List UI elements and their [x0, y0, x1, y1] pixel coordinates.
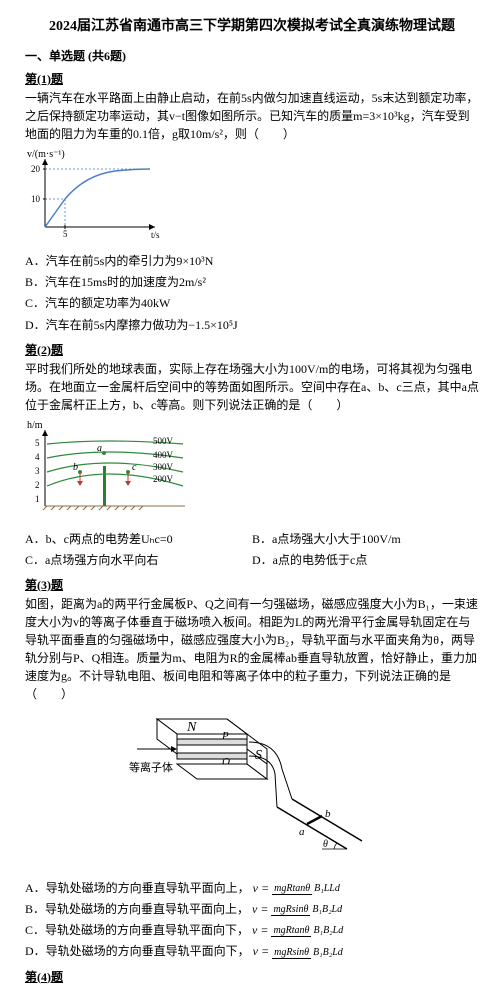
- svg-text:2: 2: [35, 480, 40, 490]
- svg-text:b: b: [325, 808, 331, 820]
- q4-number: 第(4)题: [25, 968, 479, 985]
- svg-text:N: N: [186, 720, 197, 735]
- q2-optD: D．a点的电势低于c点: [252, 551, 479, 568]
- svg-text:P: P: [221, 730, 229, 742]
- q3-options: A．导轨处磁场的方向垂直导轨平面向上， v = mgRtanθB₁LLd B．导…: [25, 879, 479, 962]
- svg-text:400V: 400V: [153, 450, 174, 460]
- svg-text:等离子体: 等离子体: [129, 760, 173, 774]
- q1-ylabel: v/(m·s⁻¹): [27, 149, 65, 160]
- svg-text:1: 1: [35, 494, 40, 504]
- q2-optB: B．a点场强大小大于100V/m: [252, 530, 479, 547]
- q1-options: A．汽车在前5s内的牵引力为9×10³N B．汽车在15ms时的加速度为2m/s…: [25, 252, 479, 335]
- exam-title: 2024届江苏省南通市高三下学期第四次模拟考试全真演练物理试题: [25, 15, 479, 35]
- q2-chart: h/m 5 4 3 2 1 500V 400V 300V 200V: [25, 418, 479, 522]
- q3-optC: C．导轨处磁场的方向垂直导轨平面向下， v = mgRtanθB₁B₂Ld: [25, 921, 479, 940]
- svg-text:200V: 200V: [153, 474, 174, 484]
- q2-number: 第(2)题: [25, 341, 479, 358]
- q1-text: 一辆汽车在水平路面上由静止启动，在前5s内做匀加速直线运动，5s末达到额定功率，…: [25, 89, 479, 143]
- q1-number: 第(1)题: [25, 70, 479, 87]
- q3-optA: A．导轨处磁场的方向垂直导轨平面向上， v = mgRtanθB₁LLd: [25, 879, 479, 898]
- svg-text:500V: 500V: [153, 436, 174, 446]
- svg-text:20: 20: [31, 164, 41, 174]
- q3-diagram: N P Q S 等离子体 a b θ: [25, 709, 479, 873]
- svg-text:a: a: [97, 443, 102, 454]
- q3-optB: B．导轨处磁场的方向垂直导轨平面向上， v = mgRsinθB₁B₂Ld: [25, 900, 479, 919]
- q2-optC: C．a点场强方向水平向右: [25, 551, 252, 568]
- q2-optA: A．b、c两点的电势差Uₕc=0: [25, 530, 252, 547]
- q1-optC: C．汽车的额定功率为40kW: [25, 294, 479, 313]
- svg-text:h/m: h/m: [27, 420, 43, 431]
- svg-text:10: 10: [31, 194, 41, 204]
- q1-optA: A．汽车在前5s内的牵引力为9×10³N: [25, 252, 479, 271]
- svg-text:5: 5: [63, 229, 68, 239]
- q2-text: 平时我们所处的地球表面，实际上存在场强大小为100V/m的电场，可将其视为匀强电…: [25, 360, 479, 414]
- svg-text:a: a: [299, 826, 305, 838]
- svg-text:3: 3: [35, 466, 40, 476]
- q2-options: A．b、c两点的电势差Uₕc=0 B．a点场强大小大于100V/m C．a点场强…: [25, 528, 479, 570]
- q1-chart: v/(m·s⁻¹) 20 10 5 t/s: [25, 147, 479, 246]
- svg-text:5: 5: [35, 438, 40, 448]
- svg-text:θ: θ: [323, 839, 328, 850]
- q1-optD: D．汽车在前5s内摩擦力做功为−1.5×10⁵J: [25, 316, 479, 335]
- svg-text:t/s: t/s: [151, 230, 160, 240]
- svg-text:4: 4: [35, 452, 40, 462]
- q3-number: 第(3)题: [25, 576, 479, 593]
- q3-text: 如图，距离为a的两平行金属板P、Q之间有一匀强磁场，磁感应强度大小为B₁，一束速…: [25, 595, 479, 703]
- svg-text:300V: 300V: [153, 462, 174, 472]
- svg-text:b: b: [73, 462, 78, 473]
- svg-text:c: c: [132, 462, 137, 473]
- q3-optD: D．导轨处磁场的方向垂直导轨平面向下， v = mgRsinθB₁B₂Ld: [25, 942, 479, 961]
- svg-text:S: S: [255, 748, 262, 763]
- section-heading: 一、单选题 (共6题): [25, 47, 479, 64]
- q1-optB: B．汽车在15ms时的加速度为2m/s²: [25, 273, 479, 292]
